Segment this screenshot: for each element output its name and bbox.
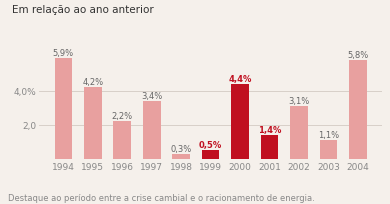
Bar bbox=[290, 106, 308, 159]
Text: 4,2%: 4,2% bbox=[82, 78, 103, 87]
Bar bbox=[202, 151, 220, 159]
Bar bbox=[319, 140, 337, 159]
Text: 5,8%: 5,8% bbox=[347, 51, 369, 60]
Bar bbox=[261, 135, 278, 159]
Bar bbox=[113, 122, 131, 159]
Text: 2,2%: 2,2% bbox=[112, 112, 133, 121]
Text: 3,4%: 3,4% bbox=[141, 91, 162, 100]
Text: 0,5%: 0,5% bbox=[199, 141, 222, 150]
Text: 3,1%: 3,1% bbox=[288, 96, 310, 105]
Text: 0,3%: 0,3% bbox=[170, 144, 192, 153]
Text: 5,9%: 5,9% bbox=[53, 49, 74, 58]
Bar bbox=[349, 61, 367, 159]
Bar bbox=[172, 154, 190, 159]
Text: 4,4%: 4,4% bbox=[229, 74, 252, 83]
Text: 1,4%: 1,4% bbox=[258, 125, 281, 134]
Text: Em relação ao ano anterior: Em relação ao ano anterior bbox=[12, 5, 153, 15]
Bar bbox=[143, 101, 161, 159]
Bar bbox=[55, 59, 72, 159]
Bar bbox=[84, 88, 102, 159]
Text: Destaque ao período entre a crise cambial e o racionamento de energia.: Destaque ao período entre a crise cambia… bbox=[8, 193, 315, 202]
Text: 1,1%: 1,1% bbox=[318, 130, 339, 139]
Bar bbox=[231, 84, 249, 159]
